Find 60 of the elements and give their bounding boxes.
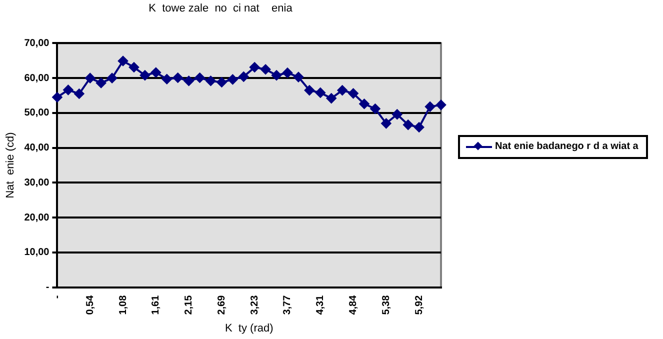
x-tick-label: 1,61 [150, 294, 162, 315]
point [107, 73, 118, 84]
y-tick-label: 40,00 [24, 142, 50, 154]
point [172, 72, 183, 83]
point [272, 70, 282, 80]
point [118, 56, 128, 66]
point [162, 74, 172, 84]
y-tick-label: 20,00 [24, 212, 50, 224]
chart-title: K towe zale no ci nat enia [148, 2, 294, 15]
x-tick-label: 2,15 [184, 294, 195, 315]
point [348, 88, 358, 98]
x-tick-label: 1,08 [118, 294, 129, 315]
x-tick-label: 3,23 [249, 294, 260, 315]
y-tick-label: 10,00 [24, 247, 50, 258]
point [216, 77, 227, 88]
point [359, 98, 370, 109]
point [293, 72, 304, 82]
point [228, 74, 238, 84]
point [414, 122, 424, 132]
point [74, 88, 84, 99]
point [392, 109, 402, 120]
legend-label: Nat enie badanego r d a wiat a [495, 141, 638, 152]
x-tick-label: 5,92 [414, 294, 425, 315]
point [150, 67, 161, 78]
x-tick-label: 5,38 [380, 294, 392, 315]
point [63, 84, 74, 95]
point [85, 73, 96, 84]
point [250, 62, 260, 72]
point [282, 68, 292, 78]
point [326, 93, 336, 104]
x-tick-label: 3,77 [282, 294, 294, 315]
point [436, 100, 446, 110]
y-tick-label: 70,00 [24, 38, 50, 49]
y-tick-label: 30,00 [24, 177, 50, 188]
point [96, 78, 106, 88]
point [381, 118, 392, 128]
point [140, 70, 150, 80]
x-tick-label: 4,31 [315, 294, 326, 315]
point [194, 72, 205, 83]
x-axis-title: K ty (rad) [224, 322, 274, 334]
y-tick-label: 50,00 [24, 108, 50, 119]
x-tick-label: 2,69 [216, 294, 228, 315]
point [184, 76, 194, 86]
point [128, 62, 139, 72]
y-tick-label: 60,00 [24, 72, 50, 84]
point [238, 72, 249, 82]
y-axis-title: Nat enie (cd) [4, 132, 17, 198]
y-tick-label: - [46, 282, 50, 294]
x-tick-label: 0,54 [84, 294, 96, 315]
point [304, 85, 314, 96]
point [370, 104, 380, 114]
point [403, 120, 414, 130]
x-tick-label: - [52, 295, 63, 299]
point [315, 88, 326, 98]
point [206, 76, 216, 86]
point [260, 64, 271, 74]
point [425, 102, 436, 112]
x-tick-label: 4,84 [348, 294, 360, 315]
point [337, 85, 348, 96]
point [52, 92, 62, 102]
